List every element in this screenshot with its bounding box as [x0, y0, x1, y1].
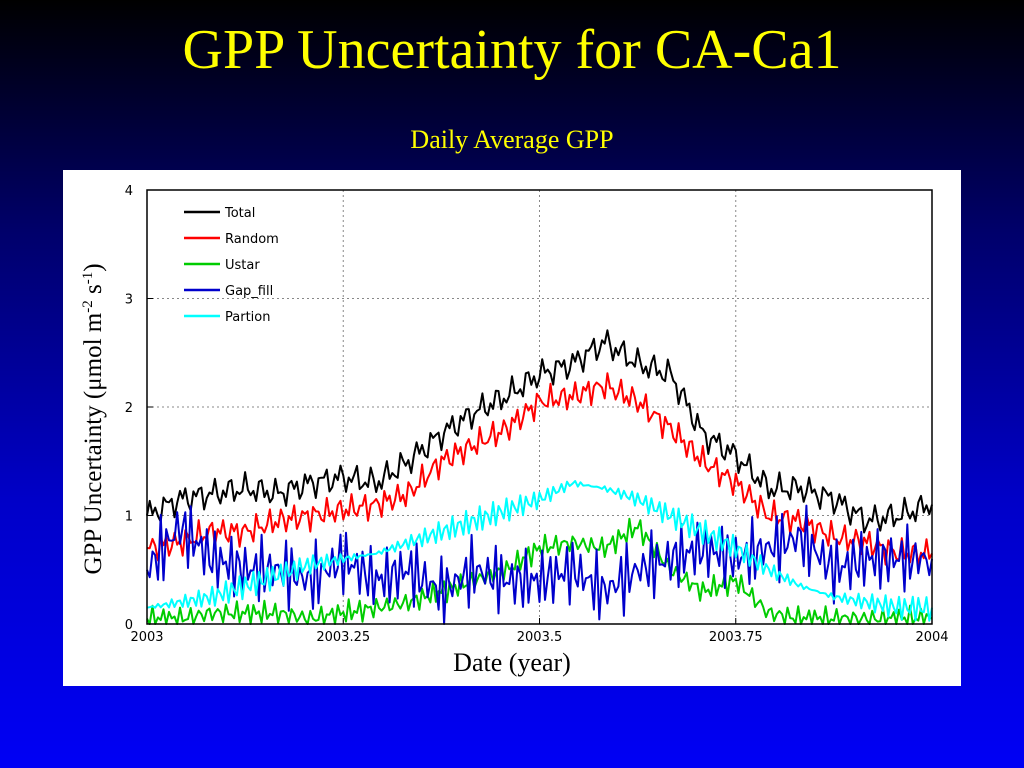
y-tick-label: 0 [125, 618, 133, 633]
x-tick-label: 2003 [130, 630, 163, 645]
y-tick-label: 4 [125, 184, 133, 199]
x-axis-label: Date (year) [453, 648, 571, 677]
chart-panel [63, 170, 961, 686]
legend-label: Partion [225, 310, 270, 325]
legend-label: Gap_fill [225, 284, 273, 299]
y-tick-label: 3 [125, 293, 133, 308]
legend-label: Total [224, 206, 255, 221]
x-tick-label: 2004 [915, 630, 948, 645]
y-tick-label: 2 [125, 401, 133, 416]
y-tick-label: 1 [125, 510, 133, 525]
x-tick-label: 2003.25 [316, 630, 370, 645]
legend-label: Random [225, 232, 279, 247]
series-line-total [146, 329, 933, 534]
chart-title: Daily Average GPP [410, 125, 614, 154]
x-tick-label: 2003.75 [709, 630, 763, 645]
page-title: GPP Uncertainty for CA-Ca1 [182, 19, 842, 81]
x-tick-label: 2003.5 [517, 630, 563, 645]
legend-label: Ustar [225, 258, 260, 273]
series-line-random [146, 372, 933, 566]
series-line-gap_fill [146, 504, 933, 625]
series-line-partion [146, 480, 933, 622]
